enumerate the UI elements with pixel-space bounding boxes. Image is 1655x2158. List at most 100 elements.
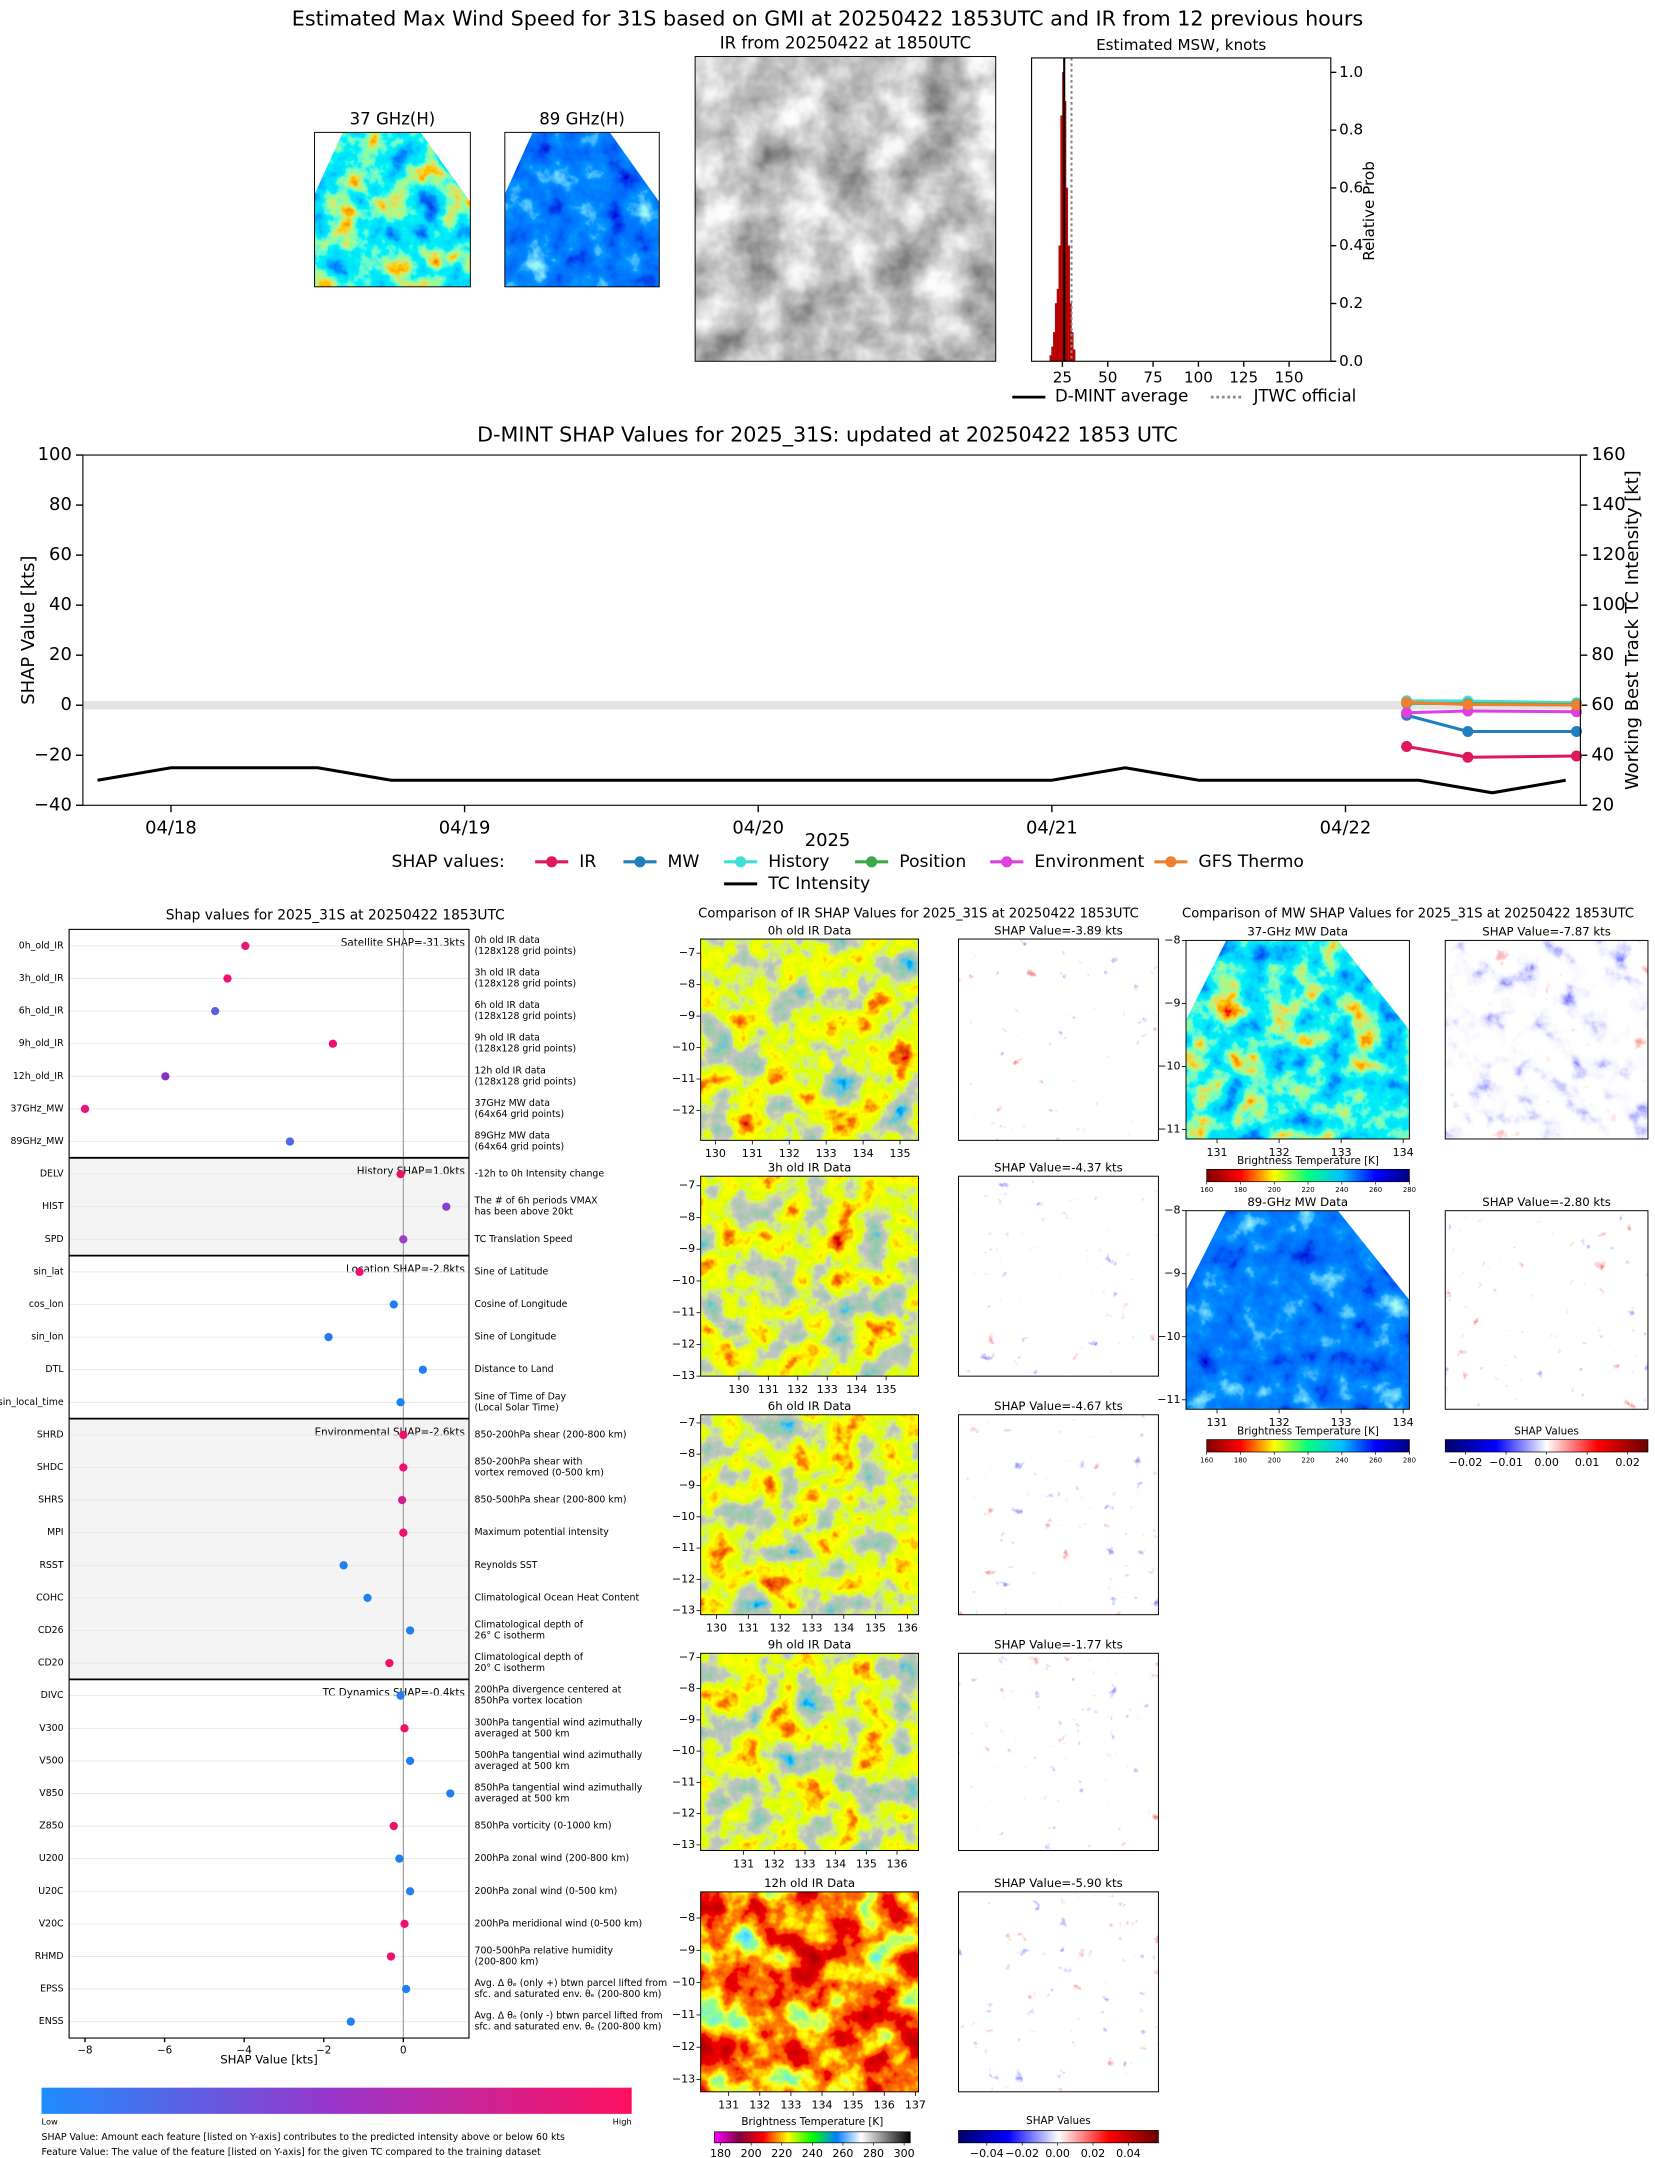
- y-tick-label: DELV: [40, 1169, 64, 1180]
- x-tick-label: 130: [706, 1621, 727, 1634]
- image: [700, 1653, 919, 1851]
- point: [1462, 698, 1474, 710]
- image: [700, 1891, 919, 2092]
- feature-description: 26° C isotherm: [474, 1630, 544, 1641]
- image: [1186, 940, 1410, 1139]
- image: [958, 1176, 1159, 1377]
- panel-title: 9h old IR Data: [768, 1638, 852, 1652]
- y-tick-label: −10: [672, 1274, 695, 1287]
- colorbar-label: SHAP Values: [1026, 2115, 1091, 2127]
- y-tick-label: 0.4: [1339, 236, 1363, 254]
- panel-title: SHAP Value=-2.80 kts: [1482, 1195, 1611, 1209]
- y-tick-label: SPD: [45, 1234, 64, 1245]
- point: [363, 1593, 372, 1603]
- colorbar-tick-label: 0.00: [1045, 2147, 1070, 2158]
- y-tick-label: cos_lon: [29, 1299, 64, 1310]
- x-tick-label: 131: [1207, 1146, 1228, 1159]
- x-tick-label: 50: [1098, 368, 1117, 386]
- y-tick-label: −13: [672, 1838, 695, 1851]
- bar: [1054, 303, 1058, 362]
- y-tick-label: 0: [60, 694, 71, 715]
- x-tick-label: 135: [876, 1383, 897, 1396]
- feature-description: Avg. Δ θₑ (only -) btwn parcel lifted fr…: [474, 2011, 662, 2022]
- x-tick-label: −6: [157, 2044, 172, 2056]
- colorbar-tick-label: 280: [1403, 1456, 1416, 1464]
- colorbar-tick-label: −0.02: [1449, 1456, 1483, 1469]
- legend-title: SHAP values:: [392, 852, 505, 872]
- point: [389, 1300, 398, 1309]
- x-tick-label: 134: [1393, 1416, 1414, 1429]
- legend-label: TC Intensity: [767, 874, 870, 894]
- y-tick-label: −11: [1157, 1123, 1180, 1136]
- x-tick-label: 136: [887, 1857, 908, 1870]
- feature-description: 850-500hPa shear (200-800 km): [474, 1495, 626, 1506]
- image-panel: 89-GHz MW Data 131 132 133 134 −8 −9 −10 −11: [1157, 1195, 1413, 1429]
- colorbar-tick-label: 180: [1234, 1456, 1247, 1464]
- point: [324, 1332, 333, 1342]
- panel-frame: [1185, 1210, 1410, 1410]
- feature-description: 500hPa tangential wind azimuthally: [474, 1750, 642, 1761]
- figure-title: Estimated Max Wind Speed for 31S based o…: [292, 6, 1363, 30]
- y-tick-label: −13: [672, 1604, 695, 1617]
- y-tick-label: 37GHz_MW: [10, 1103, 63, 1114]
- x-tick-label: 132: [770, 1621, 791, 1634]
- image-panel: SHAP Value=-1.77 kts: [958, 1638, 1159, 1851]
- y-tick-label: RSST: [39, 1560, 63, 1571]
- y-tick-label: −8: [679, 978, 695, 991]
- panel-frame: [700, 1414, 919, 1616]
- bar: [1058, 245, 1061, 362]
- zero-band: [82, 701, 1581, 710]
- feature-description: Climatological depth of: [474, 1619, 583, 1630]
- plot-frame: [68, 928, 470, 2039]
- feature-description: 0h old IR data: [474, 935, 539, 946]
- feature-description: 200hPa meridional wind (0-500 km): [474, 1918, 642, 1929]
- y-tick-label: −7: [679, 1416, 695, 1429]
- y2-tick-label: 20: [1591, 794, 1614, 815]
- feature-description: Cosine of Longitude: [474, 1299, 567, 1310]
- x-axis-label: 2025: [805, 830, 851, 851]
- y-tick-label: −9: [1164, 1267, 1180, 1280]
- y-tick-label: RHMD: [35, 1951, 64, 1962]
- feature-description: (128x128 grid points): [474, 979, 576, 990]
- colorbar-tick-label: 0.04: [1116, 2147, 1141, 2158]
- colorbar-tick-label: 220: [1301, 1456, 1314, 1464]
- series-line: [1406, 713, 1577, 734]
- colorbar: [714, 2131, 911, 2144]
- image-panel: 12h old IR Data 131 132 133 134 135 136 137 −8 −9…: [672, 1876, 926, 2112]
- x-tick-label: 133: [1331, 1416, 1352, 1429]
- panel-title: 37 GHz(H): [350, 109, 436, 128]
- feature-description: 12h old IR data: [474, 1065, 545, 1076]
- y-tick-label: 9h_old_IR: [19, 1038, 64, 1049]
- image: [1445, 1210, 1648, 1410]
- y-tick-label: −12: [672, 1572, 695, 1585]
- point: [386, 1952, 396, 1961]
- feature-description: 3h old IR data: [474, 968, 539, 979]
- y-tick-label: ENSS: [39, 2016, 64, 2027]
- x-tick-label: 137: [905, 2099, 926, 2112]
- y-tick-label: −10: [672, 1744, 695, 1757]
- x-tick-label: −2: [316, 2044, 331, 2056]
- panel-frame: [700, 1891, 919, 2093]
- y-tick-label: SHRS: [38, 1495, 63, 1506]
- y-tick-label: 40: [49, 594, 72, 615]
- image-panel: 37-GHz MW Data 131 132 133 134 −8 −9 −10 −11: [1157, 925, 1413, 1159]
- colorbar-tick-label: 0.01: [1575, 1456, 1600, 1469]
- feature-description: Maximum potential intensity: [474, 1527, 609, 1538]
- image-panel: SHAP Value=-5.90 kts: [958, 1876, 1159, 2093]
- panel-frame: [314, 131, 471, 288]
- x-tick-label: 132: [749, 2099, 770, 2112]
- x-tick-label: 131: [742, 1147, 763, 1160]
- feature-description: 200hPa zonal wind (0-500 km): [474, 1886, 617, 1897]
- y-tick-label: HIST: [42, 1201, 64, 1212]
- y-tick-label: −40: [34, 794, 72, 815]
- y-tick-label: −10: [1157, 1059, 1180, 1072]
- y-tick-label: −12: [672, 1337, 695, 1350]
- panel-frame: [1444, 939, 1649, 1140]
- y-tick-label: 20: [49, 644, 72, 665]
- point: [396, 1398, 405, 1407]
- x-tick-label: 04/18: [145, 818, 197, 839]
- point: [400, 1724, 409, 1733]
- y-tick-label: −13: [672, 1369, 695, 1382]
- bar: [1056, 288, 1059, 362]
- panel-frame: [958, 938, 1159, 1141]
